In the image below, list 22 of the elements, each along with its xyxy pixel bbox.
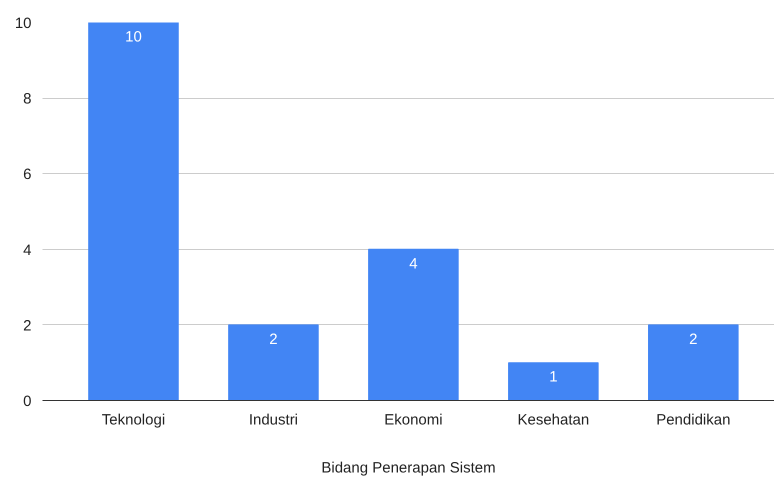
y-tick-label: 10 <box>14 15 32 32</box>
y-tick-label: 2 <box>23 317 32 334</box>
bar <box>228 324 319 400</box>
y-tick-label: 0 <box>23 393 32 410</box>
x-tick-label: Pendidikan <box>656 412 730 428</box>
bar <box>88 22 179 400</box>
x-tick-label: Teknologi <box>102 412 166 428</box>
bar <box>368 248 459 400</box>
data-label: 10 <box>125 28 142 46</box>
x-tick-label: Kesehatan <box>517 412 590 428</box>
data-label: 4 <box>409 255 418 272</box>
x-tick-label: Ekonomi <box>384 412 443 428</box>
y-tick-label: 6 <box>23 166 32 184</box>
data-label: 2 <box>269 330 278 348</box>
x-axis-title: Bidang Penerapan Sistem <box>321 460 496 476</box>
x-tick-label: Industri <box>248 412 298 428</box>
y-tick-label: 4 <box>23 242 32 259</box>
bar <box>648 324 739 400</box>
bar <box>508 362 599 400</box>
y-tick-label: 8 <box>23 90 32 108</box>
data-label: 2 <box>689 330 698 348</box>
data-label: 1 <box>549 368 558 386</box>
